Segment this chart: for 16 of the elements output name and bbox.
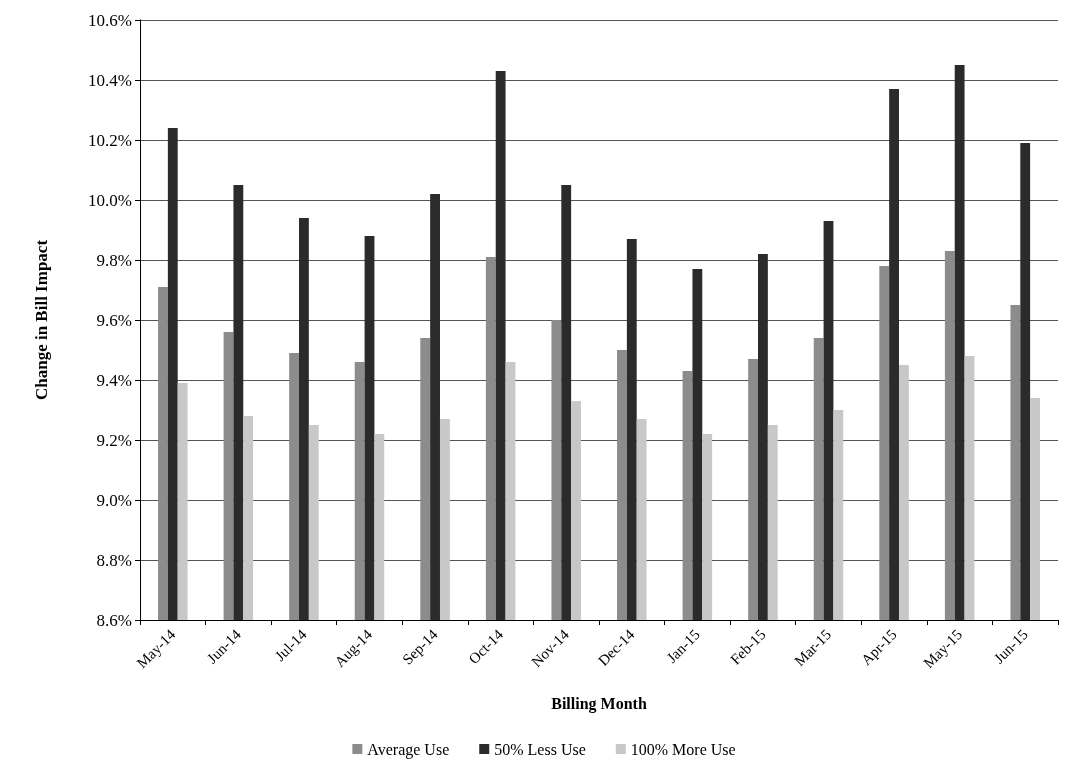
legend-label: Average Use: [367, 740, 450, 759]
legend-label: 100% More Use: [630, 740, 736, 758]
x-axis-title: Billing Month: [551, 694, 647, 713]
y-tick-label: 10.4%: [88, 70, 132, 90]
y-tick-label: 9.8%: [96, 250, 132, 270]
y-tick-label: 9.0%: [96, 490, 132, 510]
legend-label: 50% Less Use: [494, 740, 586, 758]
y-tick-label: 9.2%: [96, 430, 132, 450]
y-tick-label: 10.6%: [88, 10, 132, 30]
y-tick-label: 9.4%: [96, 370, 132, 390]
y-tick-label: 8.6%: [96, 610, 132, 630]
y-axis-title: Change in Bill Impact: [32, 239, 51, 401]
y-tick-label: 8.8%: [96, 550, 132, 570]
y-tick-label: 10.0%: [88, 190, 132, 210]
y-tick-label: 9.6%: [96, 310, 132, 330]
y-tick-label: 10.2%: [88, 130, 132, 150]
